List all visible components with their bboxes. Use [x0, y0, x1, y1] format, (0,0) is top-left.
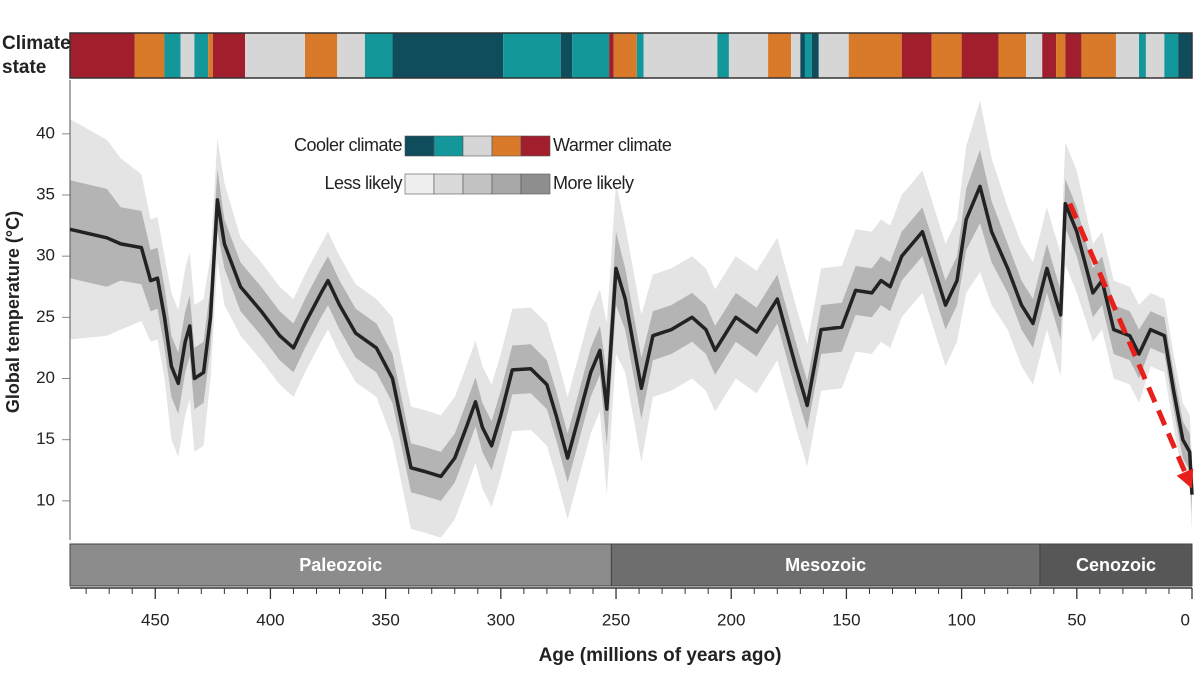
- x-tick-label: 150: [832, 610, 860, 629]
- climate-state-segment: [961, 33, 999, 78]
- annotation-arrowhead: [1176, 468, 1194, 489]
- climate-state-segment: [134, 33, 165, 78]
- legend-swatch: [404, 173, 435, 195]
- climate-state-frame: [69, 32, 1193, 79]
- y-tick-label: 10: [36, 490, 55, 509]
- x-tick-label: 350: [371, 610, 399, 629]
- era-label: Mesozoic: [785, 555, 866, 575]
- legend-swatch: [491, 135, 522, 157]
- legend-swatch: [462, 135, 493, 157]
- climate-state-segment: [208, 33, 213, 78]
- climate-state-segment: [636, 33, 644, 78]
- climate-state-segment: [572, 33, 610, 78]
- y-axis-label: Global temperature (°C): [3, 211, 23, 413]
- x-tick-label: 250: [602, 610, 630, 629]
- climate-state-segment: [364, 33, 393, 78]
- climate-state-segment: [848, 33, 902, 78]
- climate-state-segment: [613, 33, 637, 78]
- legend-swatch: [491, 173, 522, 195]
- x-tick-label: 50: [1067, 610, 1086, 629]
- climate-state-segment: [1139, 33, 1146, 78]
- y-tick-label: 15: [36, 429, 55, 448]
- legend-label: Warmer climate: [553, 135, 672, 155]
- climate-state-segment: [304, 33, 338, 78]
- legend-label: Cooler climate: [294, 135, 403, 155]
- climate-state-label: Climate: [2, 33, 71, 54]
- climate-state-segment: [1081, 33, 1116, 78]
- climate-state-segment: [1145, 33, 1165, 78]
- climate-state-segment: [728, 33, 769, 78]
- climate-state-segment: [1164, 33, 1179, 78]
- climate-state-segment: [1026, 33, 1043, 78]
- era-label: Cenozoic: [1076, 555, 1156, 575]
- climate-state-segment: [768, 33, 792, 78]
- legend-label: Less likely: [324, 173, 402, 193]
- y-tick-label: 40: [36, 123, 55, 142]
- climate-state-segment: [560, 33, 573, 78]
- climate-state-segment: [717, 33, 729, 78]
- climate-state-segment: [1065, 33, 1082, 78]
- climate-state-segment: [392, 33, 504, 78]
- climate-state-segment: [212, 33, 246, 78]
- climate-state-segment: [180, 33, 195, 78]
- climate-state-segment: [1178, 33, 1192, 78]
- legend-swatch: [462, 173, 493, 195]
- x-tick-label: 400: [256, 610, 284, 629]
- temperature-line: [69, 184, 1194, 495]
- climate-state-segment: [1115, 33, 1140, 78]
- climate-state-segment: [811, 33, 819, 78]
- x-tick-label: 450: [141, 610, 169, 629]
- x-tick-label: 200: [717, 610, 745, 629]
- plot: 10 15 20 25 30 35 40 Cooler climate Warmer clima…: [36, 32, 1194, 629]
- climate-state-segment: [70, 33, 135, 78]
- x-axis-label: Age (millions of years ago): [539, 645, 782, 666]
- climate-state-label: state: [2, 57, 46, 78]
- x-tick-label: 300: [487, 610, 515, 629]
- y-tick-label: 20: [36, 368, 55, 387]
- era-block: [1039, 543, 1193, 587]
- x-tick-label: 100: [947, 610, 975, 629]
- legend-swatch: [520, 135, 551, 157]
- climate-state-segment: [998, 33, 1027, 78]
- climate-state-segment: [1056, 33, 1066, 78]
- legend-swatch: [433, 135, 464, 157]
- climate-state-segment: [609, 33, 614, 78]
- climate-state-segment: [337, 33, 365, 78]
- climate-state-segment: [643, 33, 718, 78]
- climate-state-segment: [800, 33, 805, 78]
- x-tick-label: 0: [1181, 610, 1190, 629]
- y-tick-label: 25: [36, 307, 55, 326]
- climate-state-segment: [931, 33, 962, 78]
- era-block: [610, 543, 1041, 587]
- climate-state-segment: [818, 33, 849, 78]
- climate-state-segment: [804, 33, 812, 78]
- climate-state-segment: [164, 33, 181, 78]
- legend-swatch: [404, 135, 435, 157]
- climate-state-segment: [503, 33, 561, 78]
- climate-state-segment: [791, 33, 801, 78]
- y-tick-label: 30: [36, 246, 55, 265]
- legend-swatch: [433, 173, 464, 195]
- legend-swatch: [520, 173, 551, 195]
- climate-state-segment: [194, 33, 209, 78]
- era-label: Paleozoic: [299, 555, 382, 575]
- legend-label: More likely: [553, 173, 634, 193]
- climate-state-segment: [245, 33, 305, 78]
- climate-state-segment: [1042, 33, 1057, 78]
- y-tick-label: 35: [36, 184, 55, 203]
- climate-state-segment: [901, 33, 932, 78]
